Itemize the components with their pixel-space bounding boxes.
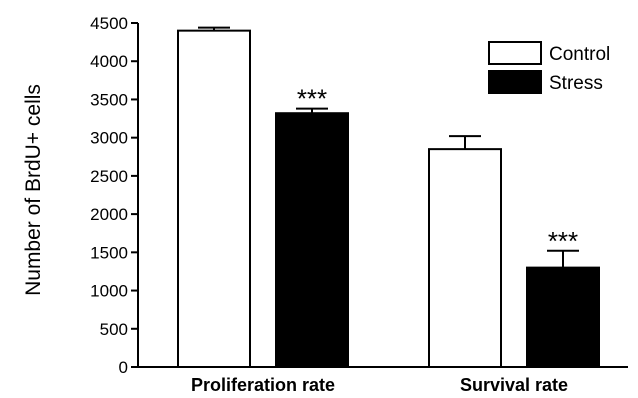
significance-marker: *** bbox=[297, 84, 327, 114]
bar-stress-survival bbox=[526, 266, 600, 368]
y-tick-label: 3500 bbox=[90, 90, 128, 109]
legend-swatch-stress bbox=[488, 70, 542, 94]
y-tick-label: 2500 bbox=[90, 167, 128, 186]
y-tick-label: 4000 bbox=[90, 52, 128, 71]
y-tick-label: 500 bbox=[100, 320, 128, 339]
y-axis-label-group: Number of BrdU+ cells bbox=[22, 84, 45, 296]
y-tick-label: 2000 bbox=[90, 205, 128, 224]
bars: *** Proliferation rate *** Survival rate bbox=[177, 26, 600, 395]
y-axis-label: Number of BrdU+ cells bbox=[22, 84, 45, 296]
x-category-label: Survival rate bbox=[460, 375, 568, 395]
y-tick-label: 3000 bbox=[90, 129, 128, 148]
y-tick-label: 0 bbox=[119, 358, 128, 377]
bar-control-survival bbox=[428, 148, 502, 368]
axes: 0 500 1000 1500 2000 2500 3000 3500 4000 4500 bbox=[90, 14, 628, 377]
legend-label-stress: Stress bbox=[549, 73, 603, 94]
bar-stress-proliferation bbox=[275, 112, 349, 369]
legend: Control Stress bbox=[488, 41, 610, 94]
significance-marker: *** bbox=[548, 226, 578, 256]
bar-control-proliferation bbox=[177, 29, 251, 369]
y-tick-label: 4500 bbox=[90, 14, 128, 33]
x-category-label: Proliferation rate bbox=[191, 375, 335, 395]
y-tick-label: 1000 bbox=[90, 282, 128, 301]
legend-label-control: Control bbox=[549, 44, 610, 65]
legend-swatch-control bbox=[488, 41, 542, 65]
y-tick-label: 1500 bbox=[90, 243, 128, 262]
